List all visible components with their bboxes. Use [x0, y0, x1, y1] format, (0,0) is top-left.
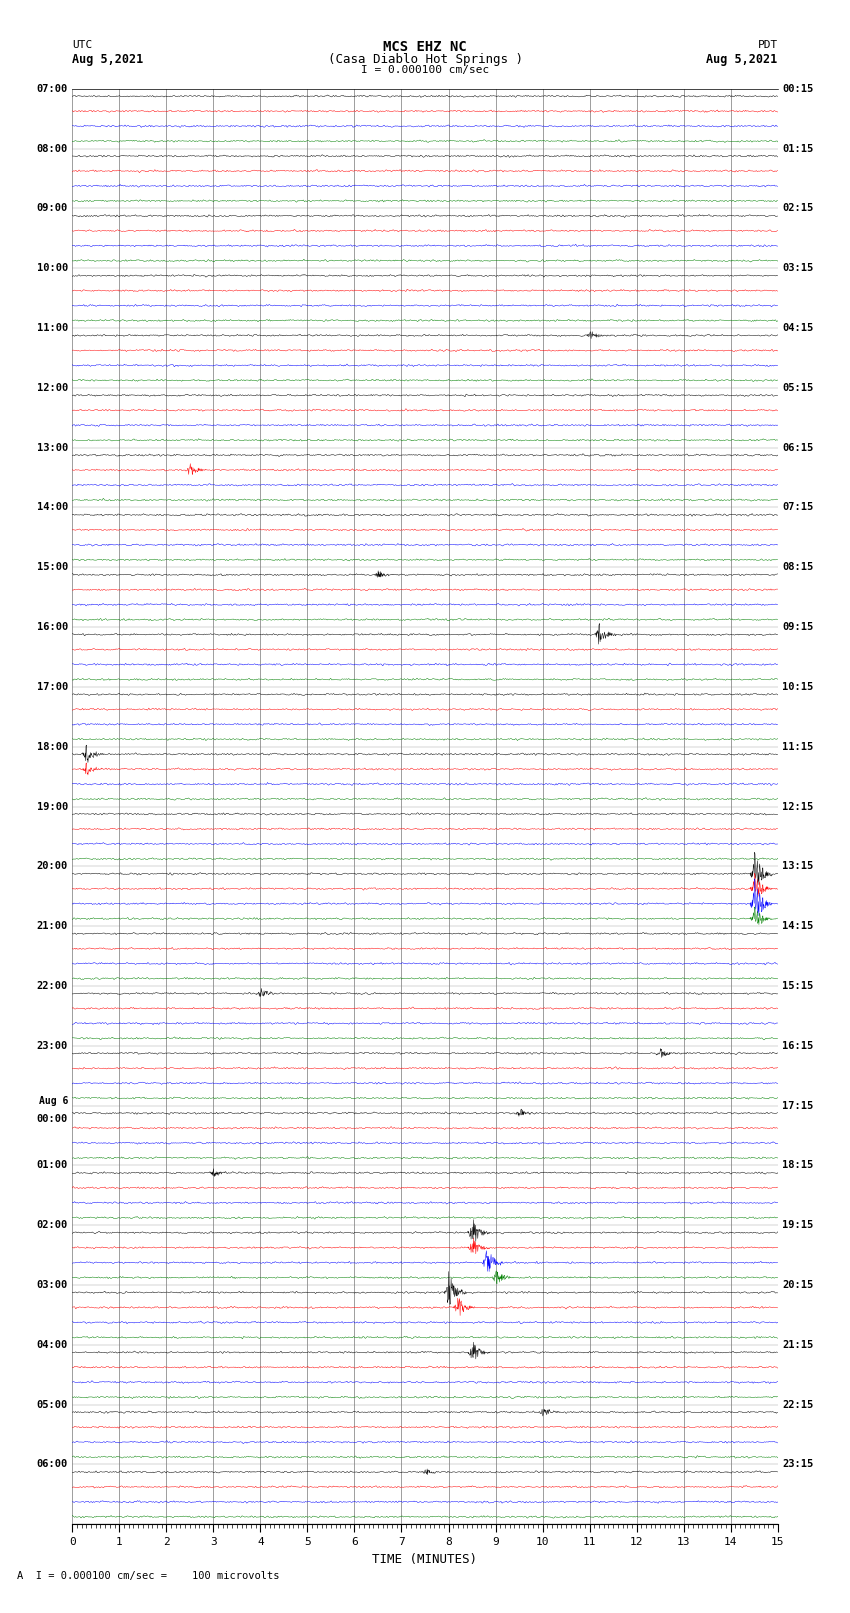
Text: 16:15: 16:15 — [782, 1040, 813, 1050]
Text: 11:15: 11:15 — [782, 742, 813, 752]
Text: 09:00: 09:00 — [37, 203, 68, 213]
X-axis label: TIME (MINUTES): TIME (MINUTES) — [372, 1553, 478, 1566]
Text: A  I = 0.000100 cm/sec =    100 microvolts: A I = 0.000100 cm/sec = 100 microvolts — [17, 1571, 280, 1581]
Text: 17:15: 17:15 — [782, 1100, 813, 1111]
Text: MCS EHZ NC: MCS EHZ NC — [383, 40, 467, 55]
Text: 11:00: 11:00 — [37, 323, 68, 332]
Text: UTC: UTC — [72, 40, 93, 50]
Text: Aug 5,2021: Aug 5,2021 — [706, 53, 778, 66]
Text: 08:15: 08:15 — [782, 563, 813, 573]
Text: 14:00: 14:00 — [37, 502, 68, 513]
Text: Aug 6: Aug 6 — [38, 1095, 68, 1105]
Text: Aug 5,2021: Aug 5,2021 — [72, 53, 144, 66]
Text: 21:15: 21:15 — [782, 1340, 813, 1350]
Text: 23:15: 23:15 — [782, 1460, 813, 1469]
Text: 23:00: 23:00 — [37, 1040, 68, 1050]
Text: 05:00: 05:00 — [37, 1400, 68, 1410]
Text: 07:00: 07:00 — [37, 84, 68, 94]
Text: 00:15: 00:15 — [782, 84, 813, 94]
Text: 04:15: 04:15 — [782, 323, 813, 332]
Text: 10:15: 10:15 — [782, 682, 813, 692]
Text: 22:15: 22:15 — [782, 1400, 813, 1410]
Text: 15:15: 15:15 — [782, 981, 813, 990]
Text: 02:00: 02:00 — [37, 1219, 68, 1231]
Text: 22:00: 22:00 — [37, 981, 68, 990]
Text: 20:00: 20:00 — [37, 861, 68, 871]
Text: 04:00: 04:00 — [37, 1340, 68, 1350]
Text: 07:15: 07:15 — [782, 502, 813, 513]
Text: 08:00: 08:00 — [37, 144, 68, 153]
Text: 19:00: 19:00 — [37, 802, 68, 811]
Text: 10:00: 10:00 — [37, 263, 68, 273]
Text: 06:00: 06:00 — [37, 1460, 68, 1469]
Text: (Casa Diablo Hot Springs ): (Casa Diablo Hot Springs ) — [327, 53, 523, 66]
Text: PDT: PDT — [757, 40, 778, 50]
Text: 03:00: 03:00 — [37, 1281, 68, 1290]
Text: 12:15: 12:15 — [782, 802, 813, 811]
Text: 01:00: 01:00 — [37, 1160, 68, 1171]
Text: I = 0.000100 cm/sec: I = 0.000100 cm/sec — [361, 65, 489, 74]
Text: 14:15: 14:15 — [782, 921, 813, 931]
Text: 21:00: 21:00 — [37, 921, 68, 931]
Text: 13:00: 13:00 — [37, 442, 68, 453]
Text: 06:15: 06:15 — [782, 442, 813, 453]
Text: 02:15: 02:15 — [782, 203, 813, 213]
Text: 13:15: 13:15 — [782, 861, 813, 871]
Text: 18:15: 18:15 — [782, 1160, 813, 1171]
Text: 19:15: 19:15 — [782, 1219, 813, 1231]
Text: 18:00: 18:00 — [37, 742, 68, 752]
Text: 20:15: 20:15 — [782, 1281, 813, 1290]
Text: 01:15: 01:15 — [782, 144, 813, 153]
Text: 00:00: 00:00 — [37, 1113, 68, 1124]
Text: 17:00: 17:00 — [37, 682, 68, 692]
Text: 05:15: 05:15 — [782, 382, 813, 394]
Text: 15:00: 15:00 — [37, 563, 68, 573]
Text: 03:15: 03:15 — [782, 263, 813, 273]
Text: 12:00: 12:00 — [37, 382, 68, 394]
Text: 16:00: 16:00 — [37, 623, 68, 632]
Text: 09:15: 09:15 — [782, 623, 813, 632]
